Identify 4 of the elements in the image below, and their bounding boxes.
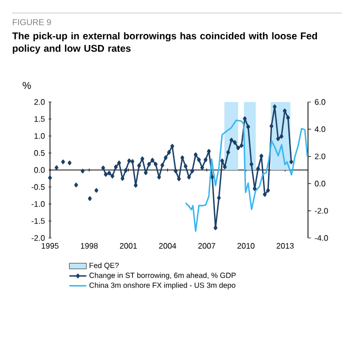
caption: FIGURE 9 — [12, 19, 51, 26]
y-axis-title: % — [22, 82, 31, 89]
chart-title: The pick-up in external borrowings has coincided with loose Fed policy and low USD rates — [12, 32, 317, 54]
line-series — [184, 120, 308, 232]
